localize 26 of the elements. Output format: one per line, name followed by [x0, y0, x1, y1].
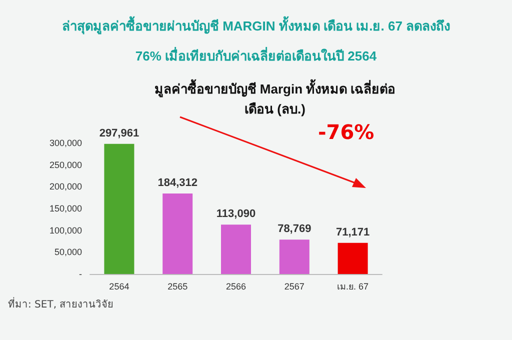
x-tick-label: 2564	[109, 282, 130, 292]
y-tick-label: -	[79, 269, 82, 279]
x-tick-label: 2566	[226, 282, 246, 292]
data-label: 71,171	[336, 226, 370, 238]
text: ที่มา: SET, สายงานวิจัย	[8, 296, 114, 310]
bar	[279, 240, 310, 274]
chart-subtitle: มูลค่าซื้อขายบัญชี Margin ทั้งหมด เฉลี่ยต่อ เดือน (ลบ.)	[154, 78, 396, 116]
y-tick-label: 200,000	[49, 182, 82, 192]
x-tick-label: 2565	[168, 282, 188, 292]
y-tick-label: 150,000	[49, 204, 82, 214]
data-label: 184,312	[158, 177, 198, 190]
bar	[104, 144, 134, 274]
x-tick-label: เม.ย. 67	[337, 282, 369, 292]
data-label: 113,090	[216, 208, 256, 220]
chart-title: ล่าสุดมูลค่าซื้อขายผ่านบัญชี MARGIN ทั้งหมด เดือน เม.ย. 67 ลดลงถึง 76% เมื่อเทียบกับค่าเฉลี่ยต่อเดือนในปี 2564	[62, 16, 450, 64]
annotation: -76%	[318, 120, 374, 144]
bar	[221, 224, 251, 274]
y-tick-label: 100,000	[49, 225, 82, 236]
x-tick-label: 2567	[284, 282, 304, 292]
data-label: 297,961	[99, 127, 140, 140]
y-tick-label: 250,000	[49, 160, 82, 170]
data-label: 78,769	[278, 223, 312, 236]
bar	[338, 242, 368, 274]
bar	[162, 194, 193, 274]
y-tick-label: 50,000	[54, 247, 82, 258]
y-tick-label: 300,000	[49, 138, 82, 148]
